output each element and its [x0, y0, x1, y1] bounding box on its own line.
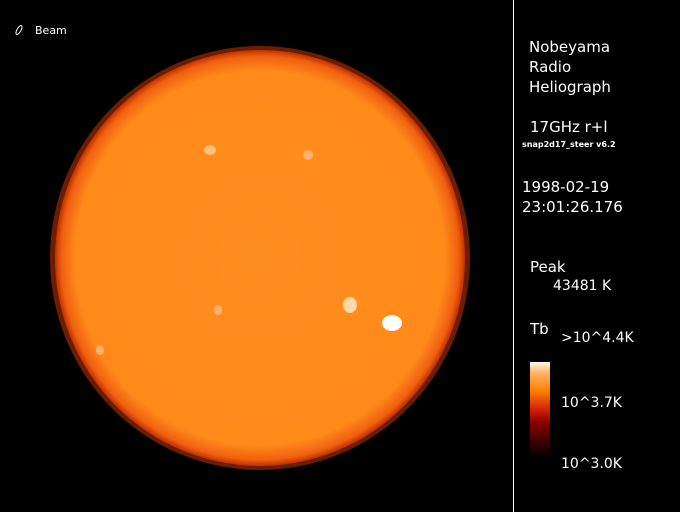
observation-date: 1998-02-19: [522, 178, 610, 196]
solar-disk: [55, 50, 465, 466]
colorbar-min: 10^3.0K: [561, 456, 622, 472]
bright-spot: [96, 345, 104, 355]
beam-label: Beam: [35, 24, 67, 37]
colorbar-max: >10^4.4K: [561, 330, 634, 346]
colorbar-mid: 10^3.7K: [561, 395, 622, 411]
software-version: snap2d17_steer v6.2: [522, 140, 616, 149]
bright-spot: [303, 150, 313, 160]
observatory-line2: Radio: [529, 58, 572, 76]
peak-label: Peak: [530, 258, 566, 276]
solar-radio-image: [15, 25, 470, 470]
active-region: [343, 297, 357, 313]
colorbar: [530, 362, 550, 458]
peak-value: 43481 K: [553, 278, 612, 294]
frequency-label: 17GHz r+l: [530, 118, 608, 136]
colorbar-label: Tb: [530, 320, 549, 338]
observation-time: 23:01:26.176: [522, 198, 623, 216]
active-region: [382, 315, 402, 331]
beam-ellipse-icon: [15, 25, 23, 35]
bright-spot: [204, 145, 216, 155]
bright-spot: [214, 305, 222, 315]
observatory-line3: Heliograph: [529, 78, 611, 96]
observatory-line1: Nobeyama: [529, 38, 611, 56]
divider: [513, 0, 514, 512]
